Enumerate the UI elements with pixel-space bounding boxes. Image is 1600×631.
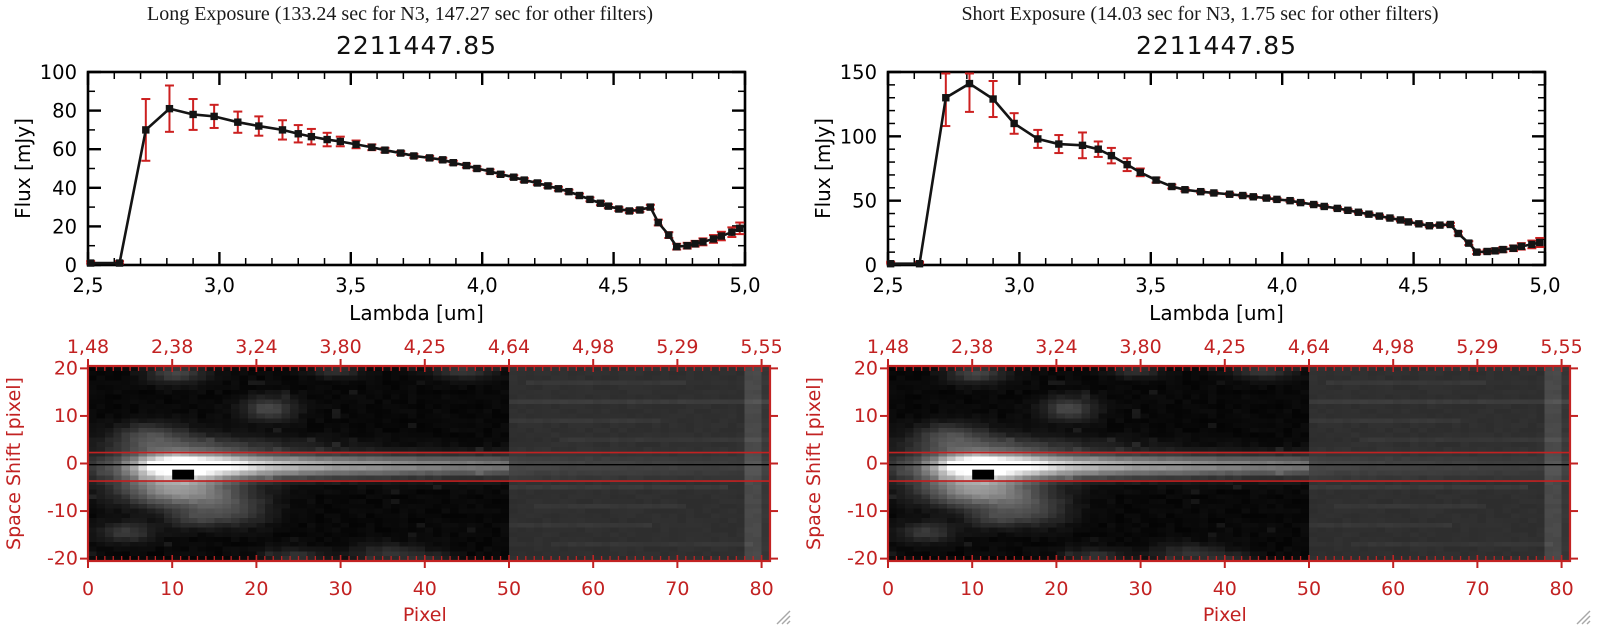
- error-bars: [86, 84, 745, 265]
- svg-text:0: 0: [882, 578, 894, 600]
- svg-text:4,5: 4,5: [1398, 274, 1429, 297]
- svg-text:4,5: 4,5: [598, 274, 629, 297]
- svg-text:20: 20: [1044, 578, 1068, 600]
- resize-grip[interactable]: [773, 607, 793, 627]
- svg-text:150: 150: [840, 61, 877, 84]
- svg-text:2,38: 2,38: [951, 336, 993, 358]
- svg-text:0: 0: [65, 254, 77, 277]
- data-point-markers: [86, 104, 744, 267]
- spectrum-line: [90, 107, 741, 265]
- svg-text:60: 60: [1381, 578, 1405, 600]
- svg-text:2,5: 2,5: [72, 274, 103, 297]
- svg-text:70: 70: [665, 578, 689, 600]
- exposure-header: Long Exposure (133.24 sec for N3, 147.27…: [147, 3, 653, 25]
- svg-text:5,0: 5,0: [1529, 274, 1560, 297]
- resize-grip-icon: [776, 610, 791, 625]
- svg-text:-10: -10: [47, 500, 78, 522]
- svg-text:80: 80: [52, 100, 77, 123]
- svg-text:10: 10: [854, 405, 878, 427]
- svg-text:3,0: 3,0: [1004, 274, 1035, 297]
- svg-text:Flux [mJy]: Flux [mJy]: [11, 118, 35, 219]
- svg-text:80: 80: [749, 578, 773, 600]
- svg-text:10: 10: [54, 405, 78, 427]
- svg-text:50: 50: [497, 578, 521, 600]
- observation-id-title: 2211447.85: [1135, 31, 1298, 60]
- svg-text:0: 0: [866, 453, 878, 475]
- resize-grip[interactable]: [1573, 607, 1593, 627]
- svg-text:10: 10: [960, 578, 984, 600]
- svg-text:30: 30: [1128, 578, 1152, 600]
- svg-text:20: 20: [52, 215, 77, 238]
- svg-text:80: 80: [1549, 578, 1573, 600]
- observation-id-title: 2211447.85: [335, 31, 498, 60]
- svg-text:40: 40: [413, 578, 437, 600]
- spectral-2d-image: [88, 366, 770, 561]
- svg-text:5,29: 5,29: [656, 336, 698, 358]
- svg-text:5,55: 5,55: [740, 336, 782, 358]
- svg-text:5,55: 5,55: [1540, 336, 1582, 358]
- svg-text:0: 0: [82, 578, 94, 600]
- svg-text:3,5: 3,5: [1135, 274, 1166, 297]
- svg-text:4,64: 4,64: [1288, 336, 1330, 358]
- svg-text:60: 60: [52, 138, 77, 161]
- svg-text:Flux [mJy]: Flux [mJy]: [811, 118, 835, 219]
- svg-text:4,0: 4,0: [467, 274, 498, 297]
- svg-text:2,5: 2,5: [872, 274, 903, 297]
- svg-text:20: 20: [54, 357, 78, 379]
- svg-text:4,98: 4,98: [572, 336, 614, 358]
- svg-text:60: 60: [581, 578, 605, 600]
- svg-text:100: 100: [40, 61, 77, 84]
- svg-text:3,80: 3,80: [319, 336, 361, 358]
- svg-text:4,25: 4,25: [1204, 336, 1246, 358]
- spectral-2d-image: [888, 366, 1570, 561]
- flux-spectrum-short-exposure: 2,5 3,0 3,5 4,0 4,5 5,0 0 50 100 150 Lambda [um] Fl…: [811, 61, 1561, 325]
- svg-text:-10: -10: [847, 500, 878, 522]
- flux-spectrum-long-exposure: 2,5 3,0 3,5 4,0 4,5 5,0 0 20 40 60 80 100 Lambda [um…: [11, 61, 761, 325]
- svg-text:4,0: 4,0: [1267, 274, 1298, 297]
- panel-long-exposure: Long Exposure (133.24 sec for N3, 147.27…: [0, 0, 800, 630]
- svg-text:-20: -20: [47, 548, 78, 570]
- error-bars: [886, 72, 1545, 265]
- svg-text:1,48: 1,48: [867, 336, 909, 358]
- svg-text:3,80: 3,80: [1119, 336, 1161, 358]
- svg-text:Space Shift [pixel]: Space Shift [pixel]: [3, 377, 25, 550]
- svg-text:50: 50: [852, 190, 877, 213]
- svg-text:3,5: 3,5: [335, 274, 366, 297]
- panel-short-exposure: Short Exposure (14.03 sec for N3, 1.75 s…: [800, 0, 1600, 630]
- svg-text:3,0: 3,0: [204, 274, 235, 297]
- spectrum-line: [890, 82, 1541, 266]
- svg-text:Pixel: Pixel: [403, 604, 447, 626]
- svg-text:100: 100: [840, 125, 877, 148]
- svg-text:20: 20: [244, 578, 268, 600]
- svg-text:5,29: 5,29: [1456, 336, 1498, 358]
- svg-text:4,25: 4,25: [404, 336, 446, 358]
- svg-text:Lambda [um]: Lambda [um]: [1149, 301, 1284, 325]
- svg-text:40: 40: [1213, 578, 1237, 600]
- svg-text:10: 10: [160, 578, 184, 600]
- svg-text:5,0: 5,0: [729, 274, 760, 297]
- svg-text:3,24: 3,24: [235, 336, 277, 358]
- svg-text:Space Shift [pixel]: Space Shift [pixel]: [803, 377, 825, 550]
- svg-text:4,64: 4,64: [488, 336, 530, 358]
- svg-text:30: 30: [328, 578, 352, 600]
- svg-text:Lambda [um]: Lambda [um]: [349, 301, 484, 325]
- svg-text:1,48: 1,48: [67, 336, 109, 358]
- svg-text:Pixel: Pixel: [1203, 604, 1247, 626]
- svg-text:3,24: 3,24: [1035, 336, 1077, 358]
- svg-text:2,38: 2,38: [151, 336, 193, 358]
- svg-text:0: 0: [66, 453, 78, 475]
- svg-text:0: 0: [865, 254, 877, 277]
- resize-grip-icon: [1576, 610, 1591, 625]
- svg-text:-20: -20: [847, 548, 878, 570]
- svg-text:20: 20: [854, 357, 878, 379]
- svg-text:40: 40: [52, 177, 77, 200]
- svg-text:70: 70: [1465, 578, 1489, 600]
- exposure-header: Short Exposure (14.03 sec for N3, 1.75 s…: [961, 3, 1439, 25]
- data-point-markers: [886, 79, 1544, 268]
- svg-text:50: 50: [1297, 578, 1321, 600]
- svg-text:4,98: 4,98: [1372, 336, 1414, 358]
